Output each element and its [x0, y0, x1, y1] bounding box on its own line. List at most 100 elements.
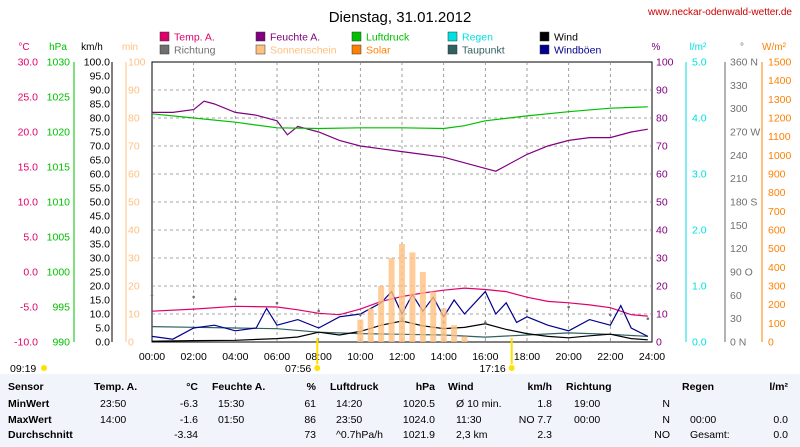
axis-tick-temp: -10.0	[14, 337, 38, 349]
cell-regen-value: 0.0	[773, 429, 788, 441]
axis-tick-kmh: 15.0	[90, 295, 111, 307]
axis-tick-min: 90	[128, 85, 140, 97]
axis-tick-kmh: 25.0	[90, 267, 111, 279]
sunset-label: 17:16	[479, 363, 505, 374]
axis-tick-kmh: 75.0	[90, 127, 111, 139]
axis-tick-temp: 10.0	[18, 197, 39, 209]
axis-tick-kmh: 70.0	[90, 141, 111, 153]
axis-tick-deg: 210	[730, 173, 748, 185]
x-tick-label: 04:00	[222, 351, 248, 363]
axis-tick-hpa: 1030	[47, 57, 71, 69]
legend-label-taupunkt: Taupunkt	[462, 45, 505, 57]
sun-icon	[41, 365, 47, 371]
axis-tick-deg: 360 N	[730, 57, 758, 69]
cell-temp-value: -1.6	[179, 413, 198, 426]
axis-tick-lm2: 5.0	[692, 57, 707, 69]
cell-temp-value: -3.34	[174, 429, 198, 441]
cell-temp-time: 14:00	[100, 413, 127, 426]
axis-tick-hpa: 1025	[47, 92, 71, 104]
axis-tick-pct: 50	[656, 197, 668, 209]
axis-tick-min: 40	[128, 225, 140, 237]
sunshine-duration: 09:19	[10, 363, 36, 374]
axis-tick-min: 0	[128, 337, 134, 349]
grid	[152, 62, 652, 342]
sunshine-bar	[388, 258, 395, 342]
legend-swatch-temp	[159, 31, 170, 42]
legend-label-solar: Solar	[366, 45, 391, 57]
header-regen: Regen	[682, 381, 715, 393]
legend-label-regen: Regen	[462, 32, 493, 44]
axis-tick-kmh: 30.0	[90, 253, 111, 265]
sunshine-bar	[440, 308, 447, 342]
cell-wind-time: 11:30	[456, 413, 482, 426]
cell-richtung-time: 00:00	[574, 413, 601, 426]
cell-wind-time: 2,3 km	[456, 429, 488, 441]
cell-richtung-value: N	[662, 398, 670, 410]
cell-luftdruck-time: 14:20	[336, 398, 363, 410]
header-feuchte: Feuchte A.	[212, 381, 266, 393]
axis-tick-wm2: 200	[768, 299, 786, 311]
direction-point	[275, 301, 279, 305]
sunshine-bar	[419, 272, 426, 342]
sunshine-bar	[357, 319, 364, 342]
axis-tick-lm2: 3.0	[692, 169, 707, 181]
cell-feuchte-time: 01:50	[218, 413, 245, 426]
sunshine-bar	[451, 325, 458, 342]
sunshine-bar	[378, 286, 385, 342]
axis-tick-wm2: 100	[768, 318, 786, 330]
direction-point	[234, 297, 237, 301]
direction-point	[192, 295, 195, 299]
axis-tick-min: 50	[128, 197, 140, 209]
direction-point	[525, 309, 529, 313]
axis-tick-deg: 270 W	[730, 127, 760, 139]
cell-luftdruck-time: ^0.7hPa/h	[336, 429, 383, 441]
sunshine-bar	[430, 291, 437, 342]
legend-label-temp: Temp. A.	[174, 32, 215, 44]
axis-tick-kmh: 10.0	[90, 309, 111, 321]
axis-tick-hpa: 1015	[47, 162, 71, 174]
sun-markers: 07:56 17:16 09:19	[10, 338, 515, 374]
axis-tick-temp: 15.0	[18, 162, 39, 174]
x-tick-label: 20:00	[556, 351, 582, 363]
axis-tick-kmh: 80.0	[90, 113, 111, 125]
cell-temp-value: -6.3	[179, 398, 198, 410]
x-tick-label: 16:00	[472, 351, 498, 363]
axis-tick-deg: 330	[730, 80, 748, 92]
cell-luftdruck-time: 23:50	[336, 413, 363, 426]
axis-tick-temp: 0.0	[23, 267, 38, 279]
axis-tick-kmh: 55.0	[90, 183, 111, 195]
axis-tick-min: 70	[128, 141, 140, 153]
series-line-feuchte-a-	[152, 100, 648, 172]
axis-tick-min: 10	[128, 309, 140, 321]
axis-unit-lm2: l/m²	[690, 42, 707, 53]
x-tick-label: 10:00	[347, 351, 373, 363]
axis-tick-wm2: 1500	[768, 57, 792, 69]
legend-swatch-luftdruck	[351, 31, 362, 42]
legend-label-windboeen: Windböen	[554, 45, 601, 57]
axis-tick-wm2: 1200	[768, 113, 792, 125]
stats-table: Sensor Temp. A. °C Feuchte A.% Luftdruck hPa W…	[0, 374, 800, 447]
cell-feuchte-value: 61	[304, 398, 316, 410]
header-temp: Temp. A.	[94, 381, 138, 393]
axis-tick-kmh: 20.0	[90, 281, 111, 293]
direction-point	[484, 321, 487, 324]
x-tick-label: 06:00	[264, 351, 290, 363]
sunset-icon	[508, 365, 515, 371]
cell-wind-value: 2.3	[537, 429, 552, 441]
legend-label-feuchte: Feuchte A.	[270, 32, 320, 44]
direction-point	[609, 313, 612, 317]
legend-label-wind: Wind	[554, 32, 578, 44]
legend-label-richtung: Richtung	[174, 45, 216, 57]
axis-tick-wm2: 0	[768, 337, 774, 349]
axis-tick-kmh: 100.0	[84, 57, 110, 69]
legend-swatch-solar	[351, 44, 362, 55]
axis-tick-pct: 10	[656, 309, 668, 321]
header-feuchte-unit: %	[306, 381, 316, 393]
x-tick-label: 24:00	[639, 351, 665, 363]
axis-tick-pct: 0	[656, 337, 662, 349]
header-sensor: Sensor	[8, 381, 44, 393]
cell-regen-time: 00:00	[690, 413, 717, 426]
legend-swatch-wind	[539, 31, 550, 42]
website-link[interactable]: www.neckar-odenwald-wetter.de	[647, 7, 792, 18]
axis-tick-kmh: 0.0	[95, 337, 110, 349]
